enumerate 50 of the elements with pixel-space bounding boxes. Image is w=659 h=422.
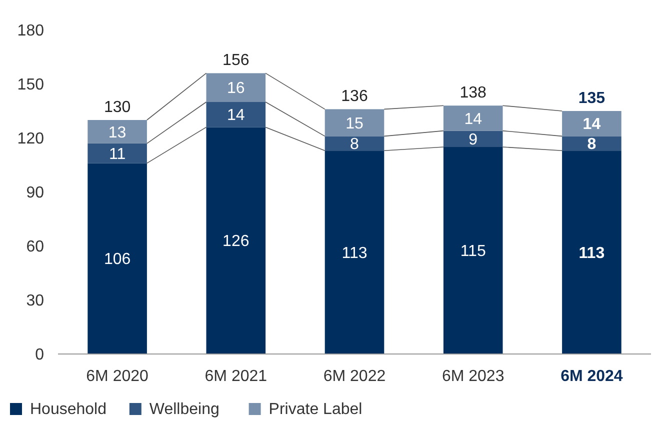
data-label: 113 — [342, 244, 368, 262]
bar — [443, 147, 503, 354]
total-label: 130 — [104, 99, 131, 116]
data-label: 11 — [108, 146, 126, 163]
x-tick-label: 6M 2024 — [560, 368, 623, 385]
total-label: 136 — [341, 88, 368, 106]
y-tick-label: 90 — [26, 184, 44, 202]
legend-label: Household — [30, 401, 106, 418]
bar — [562, 136, 622, 151]
data-label: 126 — [222, 233, 250, 250]
data-label: 13 — [108, 124, 126, 142]
total-label: 135 — [578, 90, 606, 107]
data-label: 14 — [582, 116, 601, 134]
bar — [88, 143, 147, 164]
bar — [88, 163, 147, 354]
bar — [562, 111, 622, 136]
bar — [88, 120, 147, 144]
data-label: 115 — [460, 243, 486, 260]
data-label: 14 — [227, 107, 245, 124]
bar — [206, 102, 266, 128]
data-label: 106 — [104, 251, 131, 268]
x-tick-label: 6M 2020 — [86, 368, 149, 385]
total-label: 138 — [460, 84, 487, 102]
y-tick-label: 60 — [26, 238, 44, 256]
data-label: 15 — [346, 115, 364, 132]
total-label: 156 — [222, 52, 250, 70]
bar — [324, 136, 384, 151]
x-tick-label: 6M 2023 — [442, 368, 504, 385]
bar — [562, 150, 622, 354]
legend-label: Private Label — [268, 401, 362, 418]
y-tick-label: 150 — [17, 76, 44, 94]
y-tick-label: 0 — [35, 346, 44, 364]
bar — [206, 127, 266, 354]
x-tick-label: 6M 2022 — [323, 368, 386, 385]
bar — [443, 106, 503, 131]
bar — [443, 130, 503, 147]
data-label: 16 — [227, 80, 245, 98]
y-tick-label: 180 — [17, 22, 44, 40]
x-tick-label: 6M 2021 — [204, 368, 268, 385]
legend-label: Wellbeing — [149, 401, 220, 418]
data-label: 9 — [468, 132, 478, 148]
bar — [206, 73, 266, 102]
bar — [324, 109, 384, 136]
bar — [324, 150, 384, 354]
data-label: 8 — [350, 136, 360, 153]
data-label: 113 — [578, 244, 605, 262]
y-tick-label: 120 — [17, 130, 44, 148]
data-label: 14 — [464, 110, 482, 128]
y-tick-label: 30 — [26, 292, 44, 310]
data-label: 8 — [587, 136, 596, 153]
